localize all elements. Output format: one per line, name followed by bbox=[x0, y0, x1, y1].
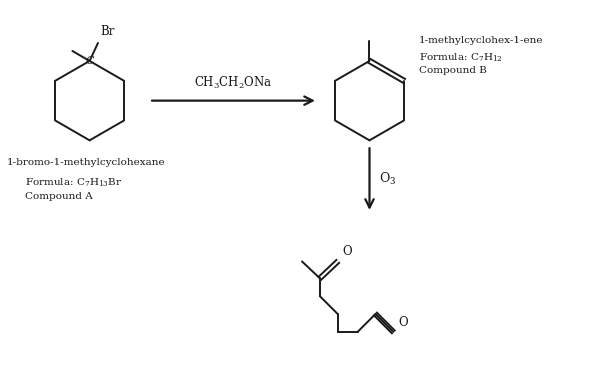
Text: Br: Br bbox=[100, 25, 114, 38]
Text: 1-bromo-1-methylcyclohexane: 1-bromo-1-methylcyclohexane bbox=[7, 158, 166, 167]
Text: Formula: $\mathregular{C_7H_{13}Br}$: Formula: $\mathregular{C_7H_{13}Br}$ bbox=[25, 176, 122, 189]
Text: O: O bbox=[342, 246, 352, 259]
Text: 1-methylcyclohex-1-ene: 1-methylcyclohex-1-ene bbox=[419, 36, 544, 45]
Text: C: C bbox=[85, 56, 94, 66]
Text: Formula: $\mathregular{C_7H_{12}}$: Formula: $\mathregular{C_7H_{12}}$ bbox=[419, 51, 503, 64]
Text: Compound A: Compound A bbox=[25, 192, 93, 201]
Text: $\mathregular{CH_3CH_2ONa}$: $\mathregular{CH_3CH_2ONa}$ bbox=[194, 75, 273, 91]
Text: $\mathregular{O_3}$: $\mathregular{O_3}$ bbox=[379, 171, 397, 187]
Text: O: O bbox=[398, 316, 408, 329]
Text: Compound B: Compound B bbox=[419, 66, 487, 75]
